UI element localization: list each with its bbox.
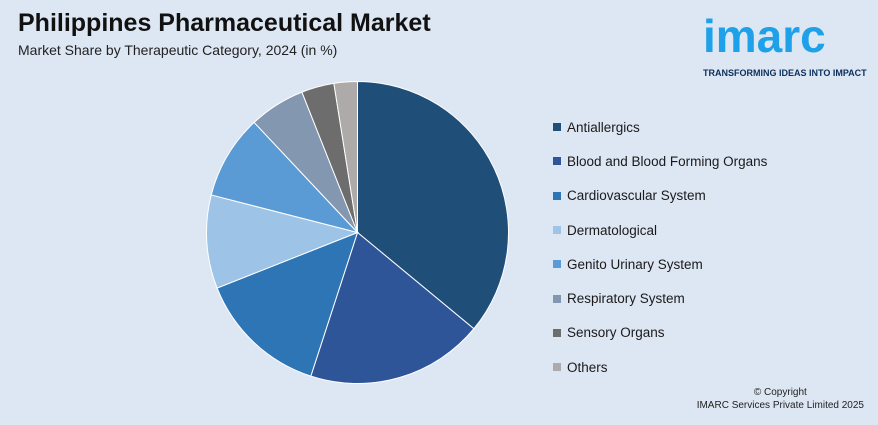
imarc-logo: imarc TRANSFORMING IDEAS INTO IMPACT <box>703 10 868 82</box>
logo-tagline: TRANSFORMING IDEAS INTO IMPACT <box>703 68 867 78</box>
legend-swatch <box>553 363 561 372</box>
legend-swatch <box>553 191 561 200</box>
legend-swatch <box>553 226 561 235</box>
legend-item: Respiratory System <box>553 281 767 315</box>
legend-item: Sensory Organs <box>553 316 767 350</box>
pie-chart <box>206 80 509 384</box>
legend-swatch <box>553 328 561 337</box>
pie-slice-antiallergics <box>357 80 509 330</box>
legend-item: Blood and Blood Forming Organs <box>553 144 767 178</box>
legend-item: Antiallergics <box>553 110 767 144</box>
pie-slice-others <box>333 80 358 233</box>
chart-legend: Antiallergics Blood and Blood Forming Org… <box>553 110 767 384</box>
pie-slice-cardiovascular-system <box>216 231 359 377</box>
legend-label: Blood and Blood Forming Organs <box>567 153 768 169</box>
chart-title: Philippines Pharmaceutical Market <box>18 9 431 37</box>
legend-label: Genito Urinary System <box>567 256 703 272</box>
legend-item: Genito Urinary System <box>553 247 767 281</box>
logo-wordmark: imarc <box>703 10 826 62</box>
chart-subtitle: Market Share by Therapeutic Category, 20… <box>18 42 338 58</box>
legend-item: Cardiovascular System <box>553 179 767 213</box>
pie-slice-blood-and-blood-forming-organs <box>310 231 475 384</box>
legend-label: Sensory Organs <box>567 325 665 341</box>
legend-swatch <box>553 294 561 303</box>
legend-item: Others <box>553 350 767 384</box>
legend-swatch <box>553 123 561 132</box>
legend-label: Others <box>567 359 608 375</box>
legend-label: Antiallergics <box>567 119 640 135</box>
legend-item: Dermatological <box>553 213 767 247</box>
pie-slice-dermatological <box>206 194 360 289</box>
legend-swatch <box>553 157 561 166</box>
legend-swatch <box>553 260 561 269</box>
copyright-company: IMARC Services Private Limited 2025 <box>696 400 864 411</box>
copyright-notice: © Copyright IMARC Services Private Limit… <box>697 386 864 412</box>
legend-label: Cardiovascular System <box>567 188 706 204</box>
legend-label: Dermatological <box>567 222 658 238</box>
copyright-line: © Copyright <box>753 387 807 398</box>
pie-slice-genito-urinary-system <box>210 121 360 234</box>
legend-label: Respiratory System <box>567 291 685 307</box>
